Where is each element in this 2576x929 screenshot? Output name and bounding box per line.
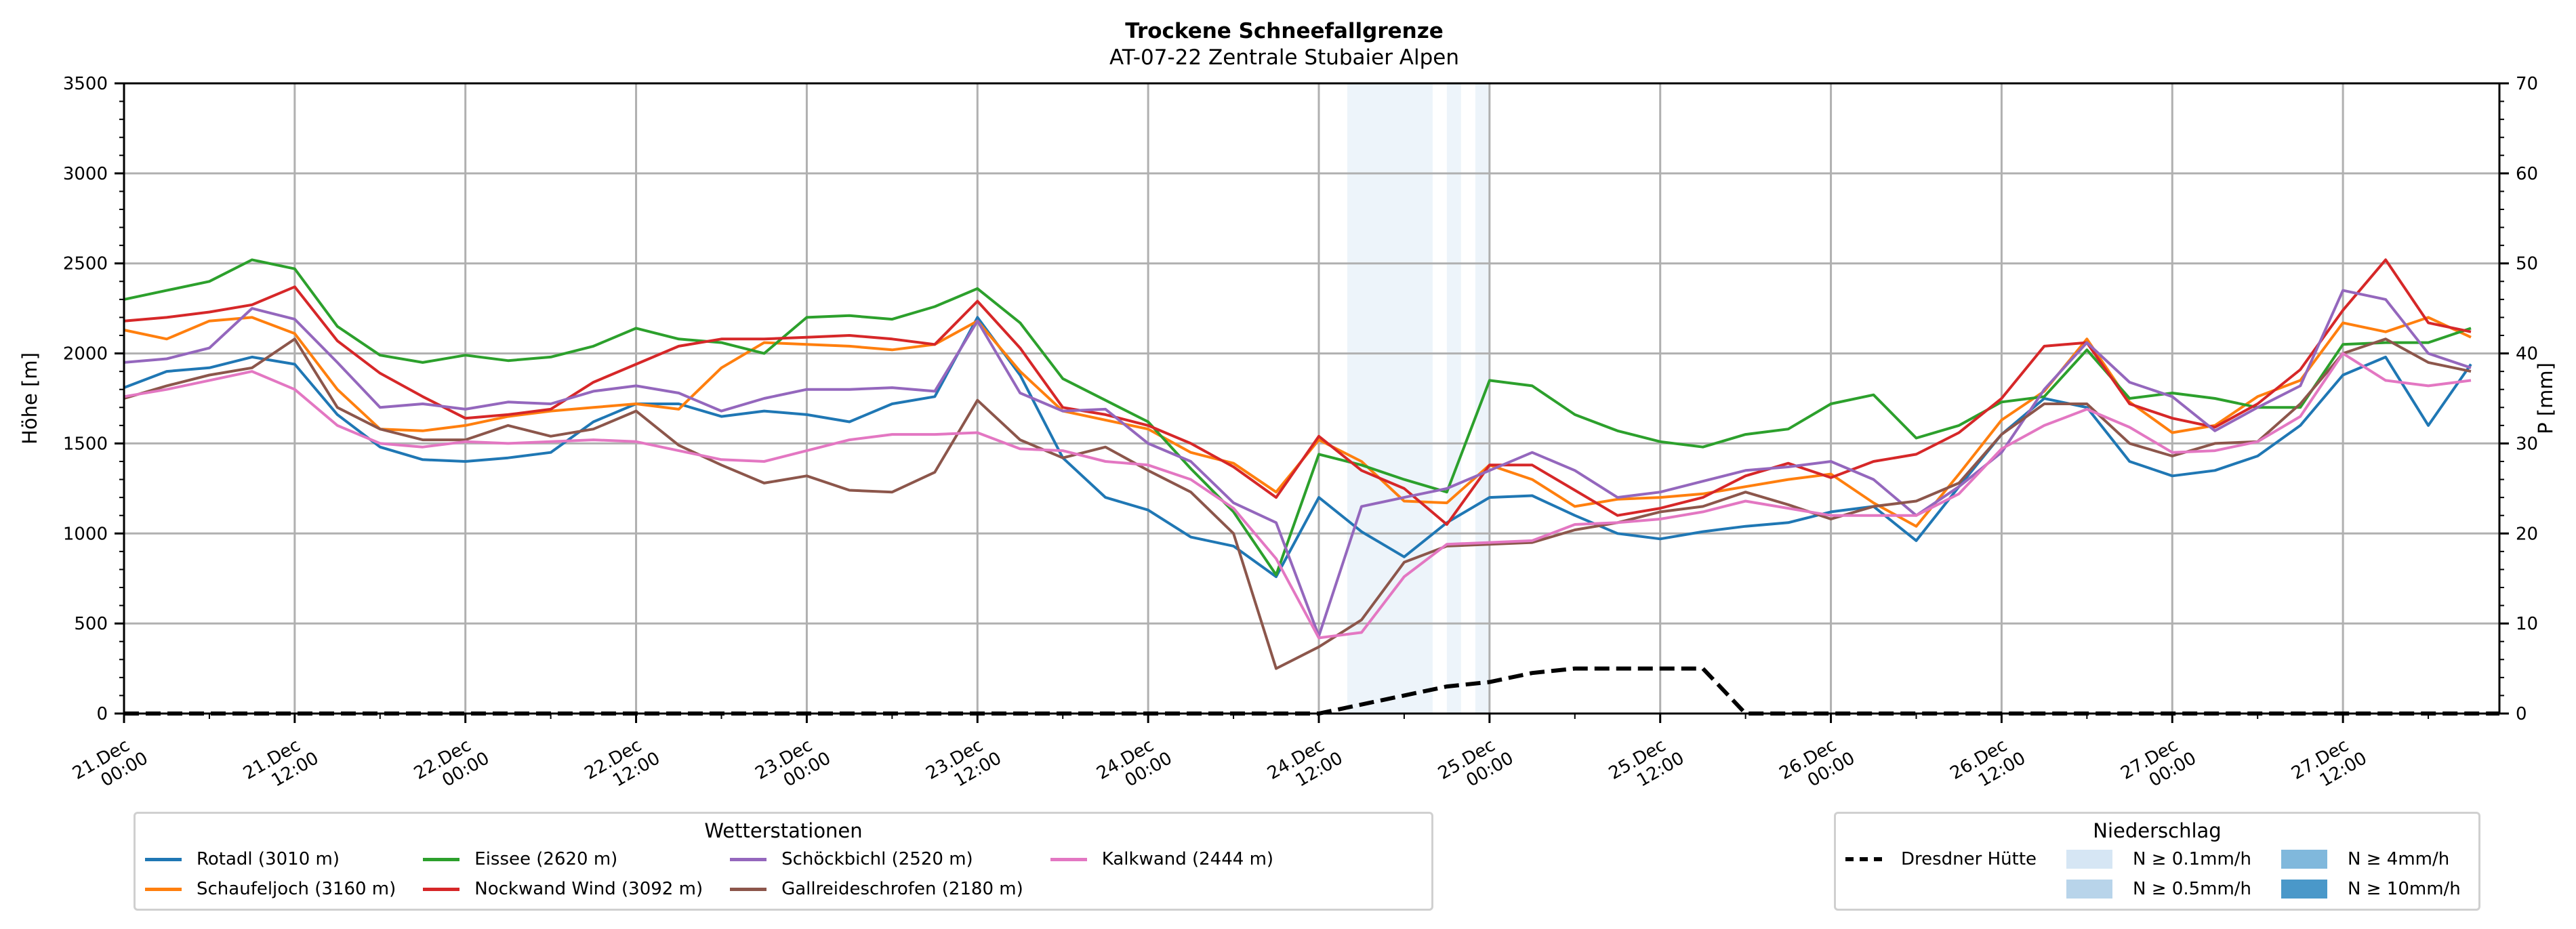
y-tick-label: 2500 <box>63 254 108 274</box>
stations-legend: Wetterstationen Rotadl (3010 m) Schaufelj… <box>134 812 1433 911</box>
precipitation-legend-title: Niederschlag <box>2093 819 2222 842</box>
series-line-4 <box>123 258 2472 526</box>
color-patch-icon <box>2066 880 2113 899</box>
y2-tick-label: 0 <box>2516 704 2527 724</box>
series-line-5 <box>123 289 2472 638</box>
legend-item-station: Nockwand Wind (3092 m) <box>423 876 703 902</box>
line-swatch-icon <box>423 887 460 891</box>
legend-label: N ≥ 4mm/h <box>2348 849 2450 869</box>
dashed-line-icon <box>1845 857 1882 861</box>
plot-frame <box>123 82 2501 715</box>
stations-legend-title: Wetterstationen <box>704 819 863 842</box>
legend-label: Gallreideschrofen (2180 m) <box>781 879 1023 899</box>
y2-tick-label: 30 <box>2516 434 2538 454</box>
legend-item-station: Kalkwand (2444 m) <box>1050 846 1273 872</box>
legend-item-precip-class: N ≥ 0.5mm/h <box>2066 876 2251 902</box>
color-patch-icon <box>2281 850 2328 869</box>
color-patch-icon <box>2281 880 2328 899</box>
series-lines <box>123 258 2472 670</box>
legend-label: Eissee (2620 m) <box>474 849 618 869</box>
series-line-1 <box>123 316 2472 579</box>
y2-axis-label: P [mm] <box>2534 363 2557 434</box>
chart-subtitle: AT-07-22 Zentrale Stubaier Alpen <box>1109 45 1459 70</box>
legend-label: Schöckbichl (2520 m) <box>781 849 973 869</box>
axes: 0 500 1000 1500 2000 2500 3000 3500 0 10 20 30 40 50 6… <box>63 74 2538 791</box>
y-tick-label: 0 <box>96 704 108 724</box>
line-swatch-icon <box>730 887 767 891</box>
precip-line <box>124 666 2499 716</box>
legend-item-station: Rotadl (3010 m) <box>145 846 396 872</box>
y2-tick-label: 50 <box>2516 254 2538 274</box>
y-tick-label: 500 <box>74 614 108 634</box>
series-line-6 <box>123 337 2472 670</box>
legend-label: Nockwand Wind (3092 m) <box>474 879 703 899</box>
legend-item-station: Eissee (2620 m) <box>423 846 703 872</box>
y-tick-label: 1500 <box>63 434 108 454</box>
y-tick-label: 3500 <box>63 74 108 94</box>
line-swatch-icon <box>730 857 767 861</box>
legend-item-station: Gallreideschrofen (2180 m) <box>730 876 1023 902</box>
legend-item-precip-class: N ≥ 0.1mm/h <box>2066 846 2251 872</box>
y2-tick-label: 70 <box>2516 74 2538 94</box>
line-swatch-icon <box>145 857 182 861</box>
precip-band <box>1347 83 1433 714</box>
legend-item-station: Schöckbichl (2520 m) <box>730 846 1023 872</box>
line-swatch-icon <box>145 887 182 891</box>
y2-tick-label: 10 <box>2516 614 2538 634</box>
precip-band <box>1446 83 1461 714</box>
series-line-7 <box>123 352 2472 640</box>
legend-label: Schaufeljoch (3160 m) <box>197 879 396 899</box>
y2-tick-label: 60 <box>2516 164 2538 184</box>
legend-label: N ≥ 10mm/h <box>2348 879 2461 899</box>
legend-label: N ≥ 0.5mm/h <box>2133 879 2252 899</box>
y2-tick-label: 40 <box>2516 344 2538 365</box>
precip-bands <box>1347 83 1490 714</box>
legend-label: N ≥ 0.1mm/h <box>2133 849 2252 869</box>
y-tick-label: 2000 <box>63 344 108 365</box>
line-swatch-icon <box>1050 857 1087 861</box>
legend-item-station: Schaufeljoch (3160 m) <box>145 876 396 902</box>
y-tick-label: 3000 <box>63 164 108 184</box>
legend-item-precip-class: N ≥ 10mm/h <box>2281 876 2461 902</box>
grid <box>123 82 2499 715</box>
legend-item-precip-class: N ≥ 4mm/h <box>2281 846 2461 872</box>
legend-label: Dresdner Hütte <box>1901 849 2037 869</box>
y2-tick-label: 20 <box>2516 524 2538 544</box>
precipitation-line <box>124 666 2499 716</box>
legend-label: Rotadl (3010 m) <box>197 849 340 869</box>
y-axis-label: Höhe [m] <box>18 352 41 445</box>
chart-title: Trockene Schneefallgrenze <box>1125 19 1444 43</box>
legend-item-dresdner-huette: Dresdner Hütte <box>1845 846 2037 872</box>
y-tick-label: 1000 <box>63 524 108 544</box>
precipitation-legend: Niederschlag Dresdner Hütte N ≥ 0.1mm/h … <box>1834 812 2480 911</box>
line-swatch-icon <box>423 857 460 861</box>
legend-label: Kalkwand (2444 m) <box>1101 849 1274 869</box>
color-patch-icon <box>2066 850 2113 869</box>
series-line-3 <box>123 258 2472 577</box>
